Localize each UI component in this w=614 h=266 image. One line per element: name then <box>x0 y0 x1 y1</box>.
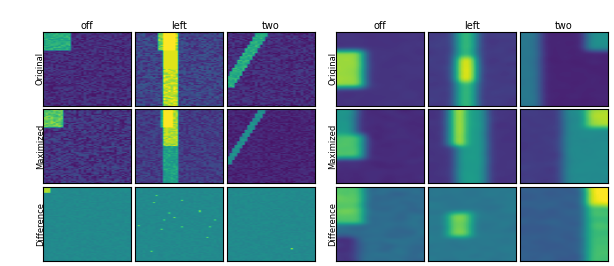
Title: off: off <box>374 21 386 31</box>
Y-axis label: Difference: Difference <box>36 202 45 246</box>
Title: two: two <box>555 21 573 31</box>
Y-axis label: Original: Original <box>328 52 338 85</box>
Y-axis label: Maximized: Maximized <box>36 124 45 169</box>
Title: off: off <box>80 21 93 31</box>
Y-axis label: Maximized: Maximized <box>328 124 338 169</box>
Title: left: left <box>171 21 187 31</box>
Y-axis label: Original: Original <box>36 52 45 85</box>
Title: two: two <box>262 21 280 31</box>
Y-axis label: Difference: Difference <box>328 202 338 246</box>
Title: left: left <box>464 21 480 31</box>
